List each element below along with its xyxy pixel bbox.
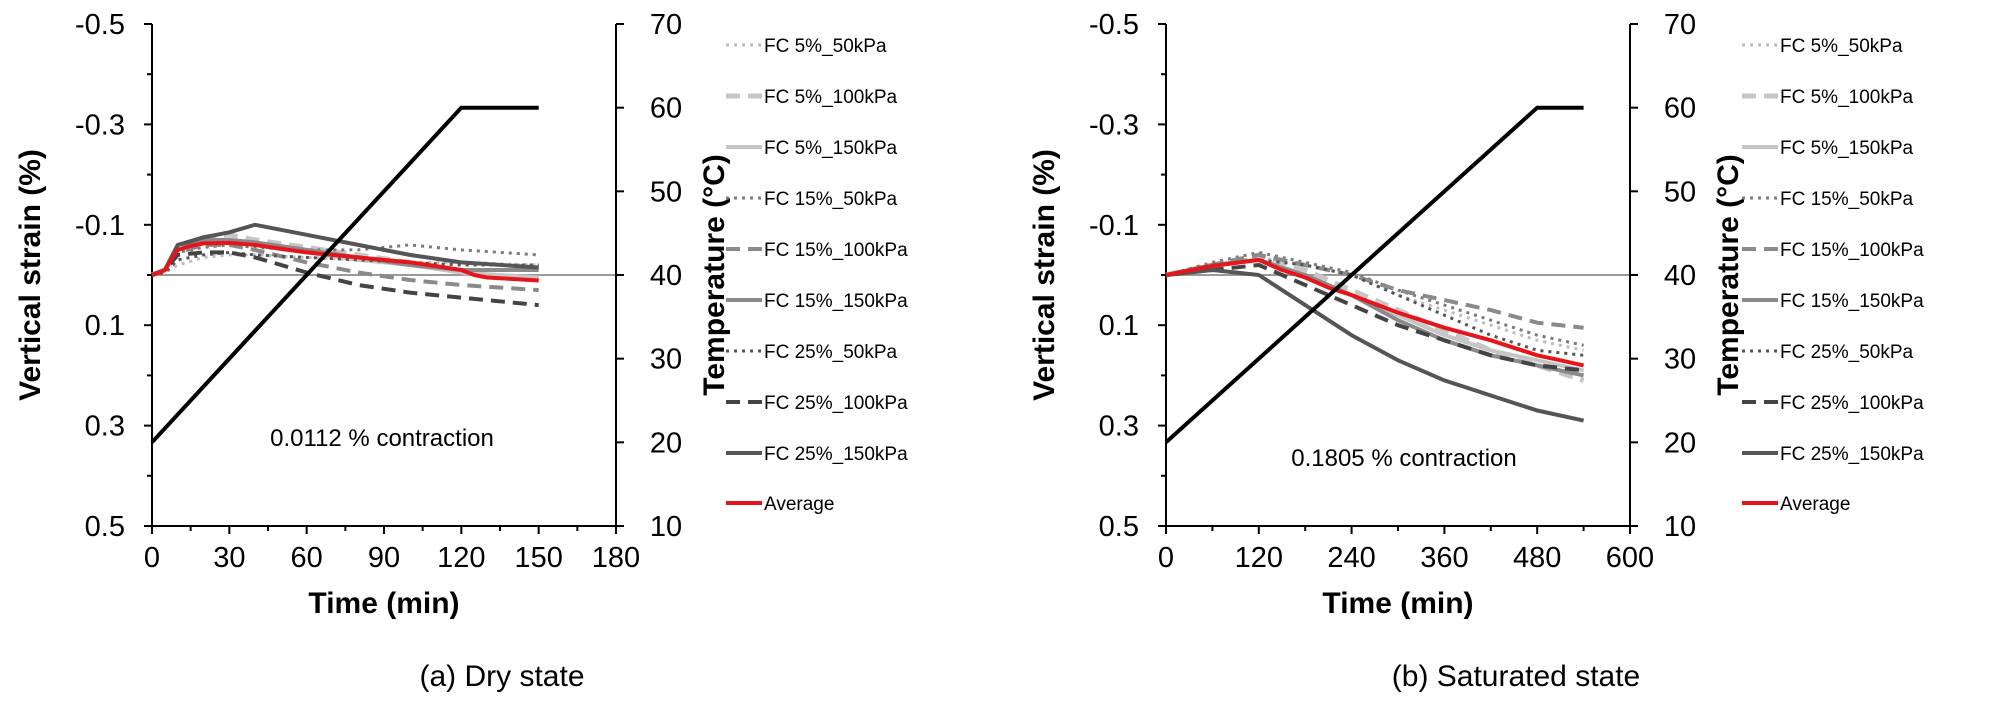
y2-tick-label: 30	[1664, 344, 1696, 376]
series-line-0	[1165, 255, 1584, 352]
y-tick-label: 0.1	[1099, 310, 1139, 342]
legend-label: FC 25%_100kPa	[764, 393, 908, 414]
chart-panel: 0 30 60 90 120 150 180 -0.5 -0.3 -0.1 0.1 0.3 0.5 70 6…	[14, 9, 908, 693]
y2-axis-title: Temperature (°C)	[1712, 154, 1745, 395]
y2-tick-label: 60	[1664, 93, 1696, 125]
series-line-7	[1165, 263, 1584, 373]
legend-label: FC 5%_50kPa	[764, 36, 887, 57]
legend-label: FC 5%_50kPa	[1780, 36, 1903, 57]
y-tick-label: 0.3	[85, 411, 125, 443]
x-tick-label: 90	[368, 542, 400, 574]
series-line-8	[1165, 268, 1585, 423]
y-axis-title: Vertical strain (%)	[14, 149, 47, 401]
legend-label: FC 5%_100kPa	[764, 87, 898, 108]
y2-tick-label: 10	[650, 511, 682, 543]
legend-label: FC 15%_150kPa	[1780, 291, 1924, 312]
legend-label: FC 15%_150kPa	[764, 291, 908, 312]
y-tick-label: -0.1	[1089, 210, 1139, 242]
y-tick-label: -0.3	[75, 109, 125, 141]
y2-tick-label: 40	[650, 260, 682, 292]
x-tick-label: 120	[1235, 542, 1283, 574]
y2-tick-label: 30	[650, 344, 682, 376]
legend-label: FC 25%_100kPa	[1780, 393, 1924, 414]
x-axis-title: Time (min)	[308, 587, 459, 620]
y2-tick-label: 50	[650, 176, 682, 208]
panel-caption: (a) Dry state	[419, 660, 584, 693]
temperature-line	[1164, 105, 1584, 444]
x-tick-label: 480	[1513, 542, 1561, 574]
y2-tick-label: 20	[1664, 427, 1696, 459]
y2-tick-label: 60	[650, 93, 682, 125]
y-axis-title: Vertical strain (%)	[1028, 149, 1061, 401]
series-line-3	[151, 243, 539, 277]
x-tick-label: 600	[1606, 542, 1654, 574]
y2-tick-label: 70	[650, 9, 682, 41]
y-tick-label: -0.5	[75, 9, 125, 41]
legend-label: FC 25%_50kPa	[1780, 342, 1914, 363]
y2-tick-label: 10	[1664, 511, 1696, 543]
legend-label: FC 15%_50kPa	[1780, 189, 1914, 210]
series-line-2	[1165, 257, 1585, 373]
legend-label: FC 25%_150kPa	[1780, 444, 1924, 465]
legend-label: FC 5%_150kPa	[1780, 138, 1914, 159]
contraction-annotation: 0.0112 % contraction	[270, 425, 494, 452]
y-tick-label: -0.5	[1089, 9, 1139, 41]
y-tick-label: 0.3	[1099, 411, 1139, 443]
series-line-7	[151, 250, 539, 308]
y2-axis-title: Temperature (°C)	[698, 154, 731, 395]
y-tick-label: -0.1	[75, 210, 125, 242]
legend-label: FC 25%_50kPa	[764, 342, 898, 363]
legend-label: FC 15%_100kPa	[764, 240, 908, 261]
x-tick-label: 240	[1327, 542, 1375, 574]
y2-tick-label: 50	[1664, 176, 1696, 208]
legend-label: FC 15%_100kPa	[1780, 240, 1924, 261]
series-line-9	[151, 240, 539, 283]
x-tick-label: 30	[213, 542, 245, 574]
legend-label: Average	[1780, 494, 1850, 515]
y-tick-label: -0.3	[1089, 109, 1139, 141]
x-axis-title: Time (min)	[1322, 587, 1473, 620]
y2-tick-label: 70	[1664, 9, 1696, 41]
contraction-annotation: 0.1805 % contraction	[1291, 445, 1516, 472]
x-tick-label: 60	[291, 542, 323, 574]
temperature-line	[150, 105, 539, 444]
series-line-4	[1165, 252, 1584, 330]
x-tick-label: 0	[1158, 542, 1174, 574]
y2-tick-label: 20	[650, 427, 682, 459]
legend-label: FC 15%_50kPa	[764, 189, 898, 210]
x-tick-label: 180	[592, 542, 640, 574]
x-tick-label: 360	[1420, 542, 1468, 574]
y-tick-label: 0.5	[85, 511, 125, 543]
y-tick-label: 0.5	[1099, 511, 1139, 543]
legend-label: FC 5%_150kPa	[764, 138, 898, 159]
x-tick-label: 150	[514, 542, 562, 574]
legend: FC 5%_50kPa FC 5%_100kPa FC 5%_150kPa FC 15…	[1742, 36, 1924, 515]
y2-tick-label: 40	[1664, 260, 1696, 292]
legend-label: FC 25%_150kPa	[764, 444, 908, 465]
x-tick-label: 120	[437, 542, 485, 574]
panel-caption: (b) Saturated state	[1392, 660, 1640, 693]
legend-label: FC 5%_100kPa	[1780, 87, 1914, 108]
y-tick-label: 0.1	[85, 310, 125, 342]
series-line-3	[1165, 250, 1584, 347]
x-tick-label: 0	[144, 542, 160, 574]
series-line-9	[1165, 257, 1585, 368]
legend: FC 5%_50kPa FC 5%_100kPa FC 5%_150kPa FC 15…	[726, 36, 908, 515]
chart-panel: 0 120 240 360 480 600 -0.5 -0.3 -0.1 0.1 0.3 0.5 70 6…	[1028, 9, 1924, 693]
series-line-0	[151, 253, 539, 277]
legend-label: Average	[764, 494, 834, 515]
